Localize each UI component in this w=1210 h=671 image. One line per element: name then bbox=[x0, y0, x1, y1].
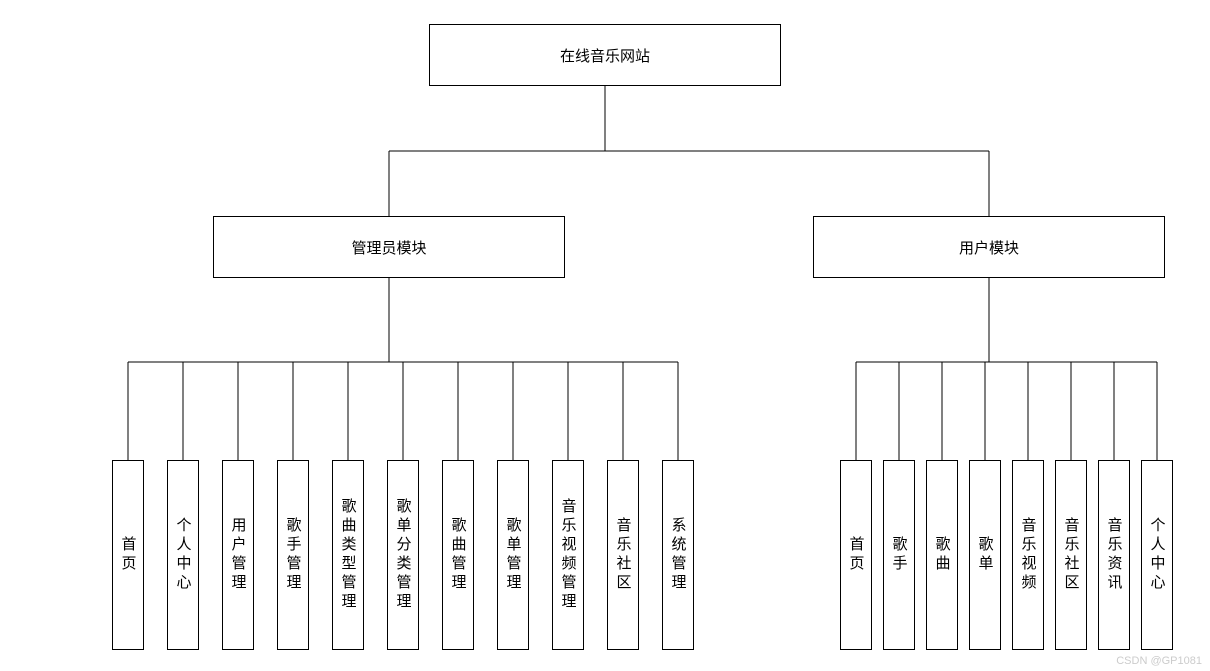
leaf-node-0-0-label: 首页 bbox=[118, 536, 139, 574]
leaf-node-1-4: 音乐视频 bbox=[1012, 460, 1044, 650]
leaf-node-1-3-label: 歌单 bbox=[975, 536, 996, 574]
leaf-node-0-4: 歌曲类型管理 bbox=[332, 460, 364, 650]
leaf-node-1-0: 首页 bbox=[840, 460, 872, 650]
leaf-node-0-1: 个人中心 bbox=[167, 460, 199, 650]
leaf-node-0-5-label: 歌单分类管理 bbox=[393, 498, 414, 612]
leaf-node-1-6-label: 音乐资讯 bbox=[1104, 517, 1125, 593]
leaf-node-1-2-label: 歌曲 bbox=[932, 536, 953, 574]
leaf-node-0-10: 系统管理 bbox=[662, 460, 694, 650]
leaf-node-0-4-label: 歌曲类型管理 bbox=[338, 498, 359, 612]
leaf-node-0-5: 歌单分类管理 bbox=[387, 460, 419, 650]
leaf-node-0-9: 音乐社区 bbox=[607, 460, 639, 650]
root-node: 在线音乐网站 bbox=[429, 24, 781, 86]
leaf-node-1-2: 歌曲 bbox=[926, 460, 958, 650]
leaf-node-1-0-label: 首页 bbox=[846, 536, 867, 574]
leaf-node-0-9-label: 音乐社区 bbox=[613, 517, 634, 593]
leaf-node-1-1-label: 歌手 bbox=[889, 536, 910, 574]
leaf-node-0-2-label: 用户管理 bbox=[228, 517, 249, 593]
leaf-node-0-8-label: 音乐视频管理 bbox=[558, 498, 579, 612]
leaf-node-0-3-label: 歌手管理 bbox=[283, 517, 304, 593]
leaf-node-1-3: 歌单 bbox=[969, 460, 1001, 650]
leaf-node-0-6-label: 歌曲管理 bbox=[448, 517, 469, 593]
leaf-node-1-7: 个人中心 bbox=[1141, 460, 1173, 650]
leaf-node-0-10-label: 系统管理 bbox=[668, 517, 689, 593]
leaf-node-0-7-label: 歌单管理 bbox=[503, 517, 524, 593]
watermark: CSDN @GP1081 bbox=[1116, 655, 1202, 667]
leaf-node-0-6: 歌曲管理 bbox=[442, 460, 474, 650]
leaf-node-1-6: 音乐资讯 bbox=[1098, 460, 1130, 650]
leaf-node-0-7: 歌单管理 bbox=[497, 460, 529, 650]
branch-node-1: 用户模块 bbox=[813, 216, 1165, 278]
leaf-node-1-5: 音乐社区 bbox=[1055, 460, 1087, 650]
leaf-node-1-1: 歌手 bbox=[883, 460, 915, 650]
leaf-node-1-4-label: 音乐视频 bbox=[1018, 517, 1039, 593]
branch-node-0: 管理员模块 bbox=[213, 216, 565, 278]
leaf-node-1-5-label: 音乐社区 bbox=[1061, 517, 1082, 593]
leaf-node-0-0: 首页 bbox=[112, 460, 144, 650]
leaf-node-1-7-label: 个人中心 bbox=[1147, 517, 1168, 593]
leaf-node-0-8: 音乐视频管理 bbox=[552, 460, 584, 650]
leaf-node-0-2: 用户管理 bbox=[222, 460, 254, 650]
leaf-node-0-3: 歌手管理 bbox=[277, 460, 309, 650]
leaf-node-0-1-label: 个人中心 bbox=[173, 517, 194, 593]
